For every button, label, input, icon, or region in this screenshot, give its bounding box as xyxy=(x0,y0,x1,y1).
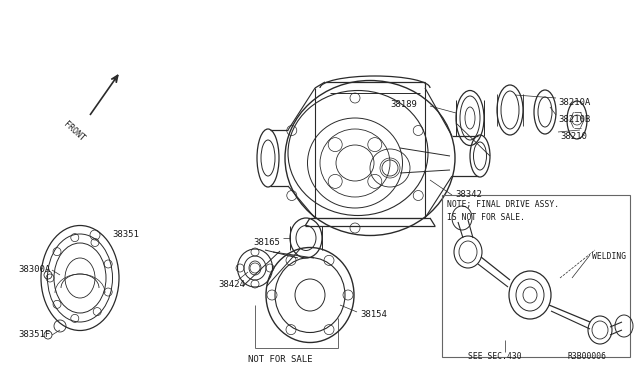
Text: 38165: 38165 xyxy=(253,238,280,247)
Text: 38189: 38189 xyxy=(390,100,417,109)
Text: 38300A: 38300A xyxy=(18,265,51,274)
Text: NOTE; FINAL DRIVE ASSY.: NOTE; FINAL DRIVE ASSY. xyxy=(447,200,559,209)
Text: NOT FOR SALE: NOT FOR SALE xyxy=(248,355,312,364)
Text: SEE SEC.430: SEE SEC.430 xyxy=(468,352,522,361)
Text: 38210B: 38210B xyxy=(558,115,590,124)
Text: IS NOT FOR SALE.: IS NOT FOR SALE. xyxy=(447,213,525,222)
Text: 38342: 38342 xyxy=(455,190,482,199)
Text: FRONT: FRONT xyxy=(62,120,86,144)
Text: 38210A: 38210A xyxy=(558,98,590,107)
Text: 38424: 38424 xyxy=(218,280,245,289)
Text: 38351F: 38351F xyxy=(18,330,51,339)
Text: 38210: 38210 xyxy=(560,132,587,141)
Text: 38351: 38351 xyxy=(112,230,139,239)
Polygon shape xyxy=(111,75,118,83)
Text: R3B00006: R3B00006 xyxy=(568,352,607,361)
Text: 38154: 38154 xyxy=(360,310,387,319)
Text: WELDING: WELDING xyxy=(592,252,626,261)
Bar xyxy=(442,195,630,357)
